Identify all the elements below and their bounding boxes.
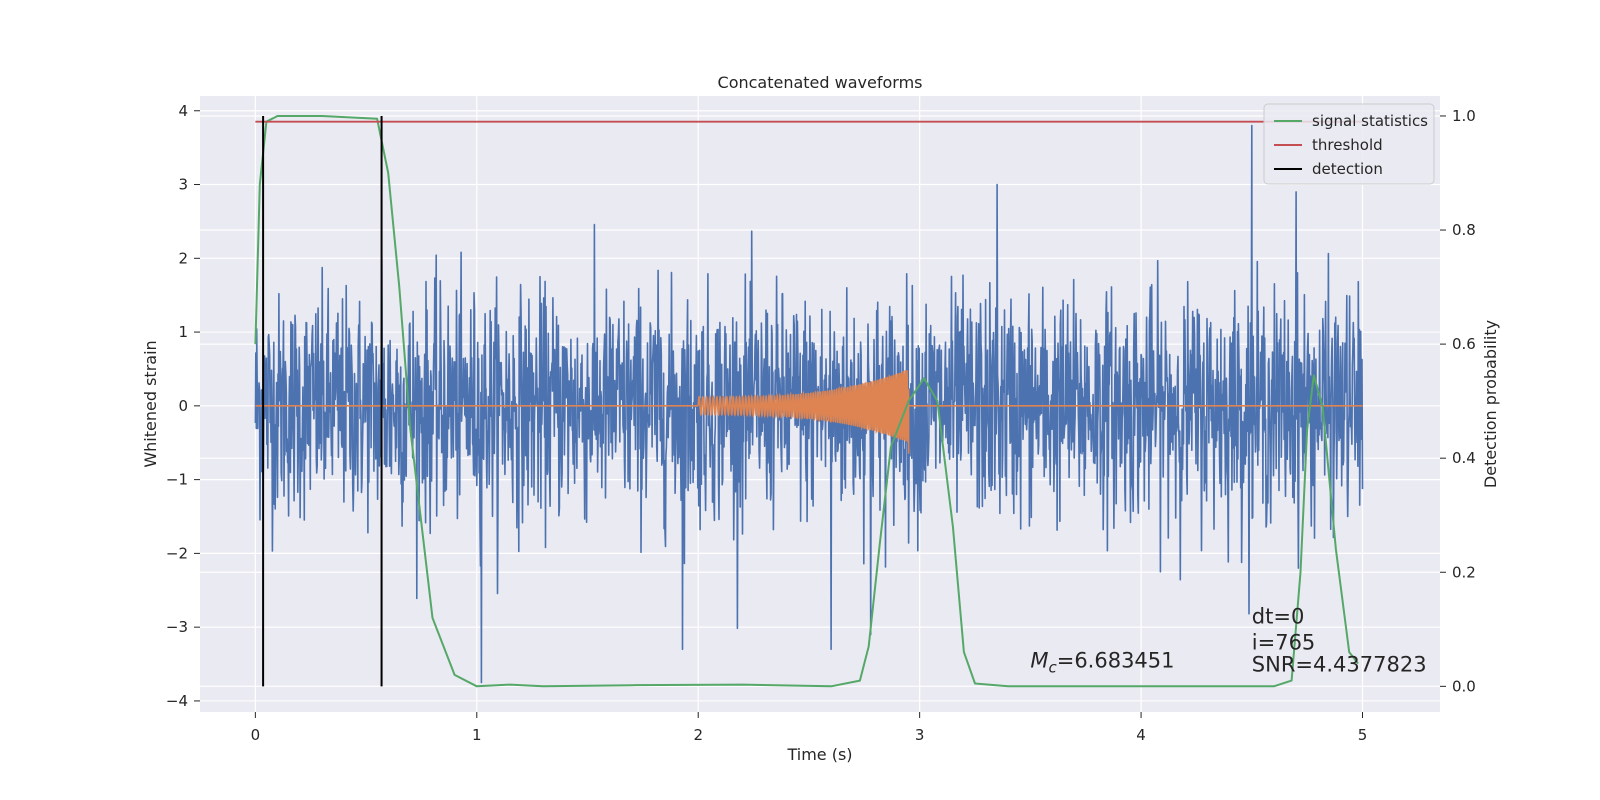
legend-label: threshold (1312, 136, 1383, 154)
y2-tick-label: 0.6 (1452, 335, 1476, 353)
x-tick-label: 3 (915, 726, 925, 744)
y-tick-label: 2 (178, 249, 188, 267)
series-signal-statistics (254, 115, 1359, 688)
chart-title: Concatenated waveforms (718, 73, 923, 92)
x-tick-label: 5 (1358, 726, 1368, 744)
x-axis-label: Time (s) (786, 745, 852, 764)
y-tick-label: 3 (178, 176, 188, 194)
annotation: i=765 (1252, 630, 1316, 654)
y2-tick-label: 0.0 (1452, 677, 1476, 695)
y2-tick-label: 1.0 (1452, 107, 1476, 125)
series-noise (254, 124, 1364, 684)
annotation: SNR=4.4377823 (1252, 652, 1427, 676)
y-tick-label: −4 (166, 692, 188, 710)
legend-label: detection (1312, 160, 1383, 178)
y-tick-label: −1 (166, 471, 188, 489)
y-tick-label: 0 (178, 397, 188, 415)
legend-box (1263, 103, 1435, 185)
series-layer (254, 115, 1364, 688)
y2-tick-label: 0.2 (1452, 563, 1476, 581)
x-tick-label: 1 (472, 726, 482, 744)
x-tick-label: 2 (693, 726, 703, 744)
y-tick-label: 1 (178, 323, 188, 341)
annotation: dt=0 (1252, 604, 1305, 628)
y2-axis-label: Detection probability (1481, 320, 1500, 488)
y-axis-label: Whitened strain (141, 340, 160, 467)
x-tick-label: 0 (251, 726, 261, 744)
y-tick-label: −2 (166, 544, 188, 562)
ticks: 0 1 2 3 4 5 −4 −3 −2 −1 0 1 2 3 4 0.0 0.2 0.4 0.6 0.8 1.0 (166, 102, 1476, 744)
annotation: Mc=6.683451 (1030, 649, 1174, 677)
y2-tick-label: 0.4 (1452, 449, 1476, 467)
series-injected-waveform (255, 370, 1363, 454)
x-tick-label: 4 (1136, 726, 1146, 744)
y2-tick-label: 0.8 (1452, 221, 1476, 239)
legend-label: signal statistics (1312, 112, 1428, 130)
y-tick-label: 4 (178, 102, 188, 120)
y-tick-label: −3 (166, 618, 188, 636)
legend: signal statistics threshold detection (1263, 103, 1435, 185)
